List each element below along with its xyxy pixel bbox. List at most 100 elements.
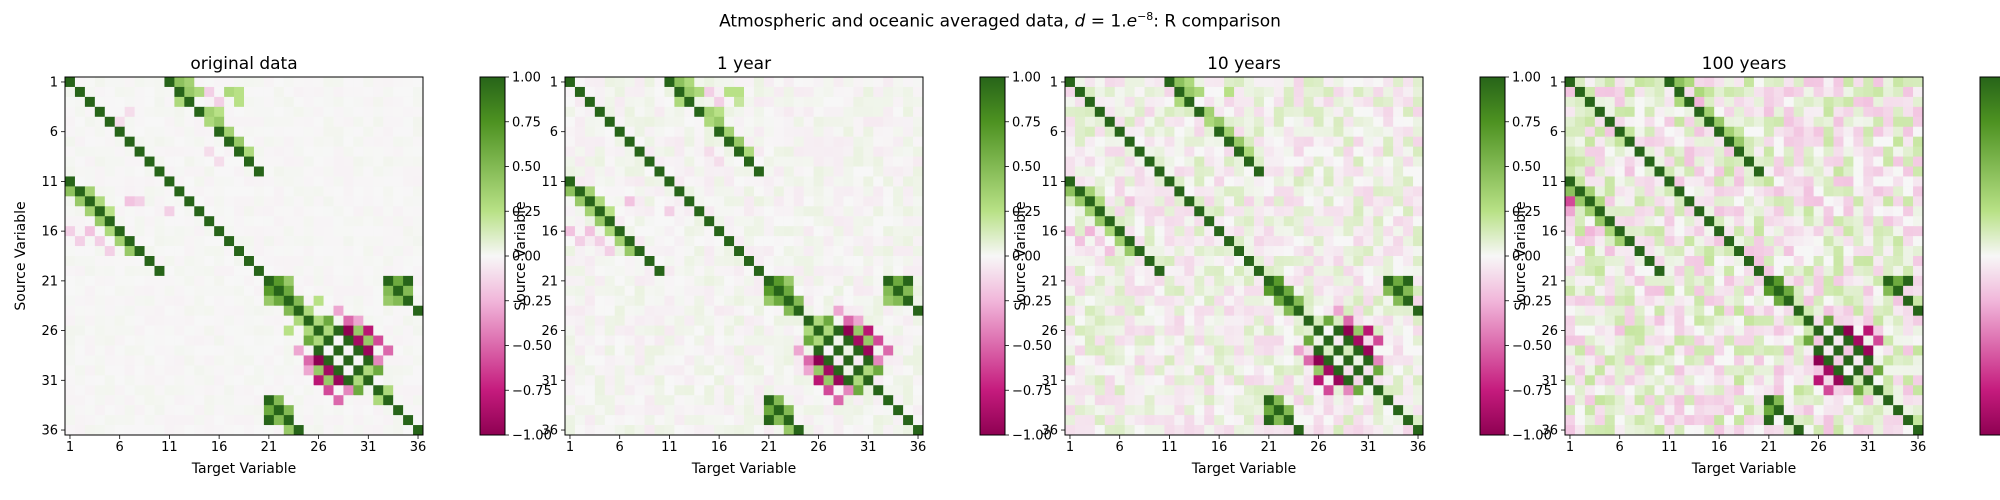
heatmap-cell [1074, 156, 1086, 167]
heatmap-cell [773, 166, 785, 177]
heatmap-cell [753, 136, 765, 148]
heatmap-cell [144, 146, 155, 157]
heatmap-cell [744, 146, 755, 157]
heatmap-cell [1903, 106, 1914, 118]
heatmap-cell [1614, 196, 1626, 207]
heatmap-cell [644, 136, 655, 148]
heatmap-cell [1204, 206, 1215, 217]
heatmap-cell [724, 365, 735, 376]
heatmap-cell [1674, 236, 1685, 247]
heatmap-cell [1074, 365, 1086, 376]
heatmap-cell [1714, 96, 1725, 108]
heatmap-cell [313, 285, 324, 297]
heatmap-cell [1883, 325, 1894, 336]
heatmap-cell [363, 315, 374, 327]
heatmap-cell [393, 385, 404, 396]
heatmap-cell [383, 186, 394, 197]
heatmap-cell [1373, 325, 1384, 336]
heatmap-cell [164, 295, 175, 307]
heatmap-cell [383, 295, 394, 307]
heatmap-cell [1204, 265, 1215, 277]
heatmap-cell [413, 216, 424, 227]
heatmap-cell [634, 86, 645, 98]
heatmap-cell [1214, 256, 1225, 267]
heatmap-cell [303, 206, 315, 217]
heatmap-cell [674, 156, 685, 167]
heatmap-cell [1313, 86, 1324, 98]
heatmap-cell [744, 325, 755, 336]
heatmap-cell [823, 415, 834, 426]
heatmap-cell [1104, 275, 1116, 287]
heatmap-cell [234, 86, 245, 98]
heatmap-cell [1184, 77, 1195, 88]
heatmap-cell [893, 405, 904, 416]
heatmap-cell [654, 236, 665, 247]
heatmap-cell [1253, 305, 1265, 317]
heatmap-cell [1293, 375, 1305, 386]
heatmap-cell [1724, 295, 1735, 307]
heatmap-cell [94, 275, 106, 287]
heatmap-cell [1893, 176, 1904, 187]
heatmap-cell [1724, 256, 1735, 267]
heatmap-cell [714, 166, 725, 177]
heatmap-cell [724, 236, 735, 247]
heatmap-cell [803, 265, 815, 277]
heatmap-cell [1114, 176, 1126, 187]
heatmap-cell [1134, 345, 1145, 356]
heatmap-cell [283, 146, 295, 157]
heatmap-cell [1244, 285, 1255, 297]
heatmap-cell [1114, 256, 1126, 267]
heatmap-cell [1684, 156, 1695, 167]
heatmap-cell [1204, 256, 1215, 267]
heatmap-cell [283, 216, 295, 227]
heatmap-cell [1393, 146, 1404, 157]
heatmap-cell [783, 226, 795, 237]
heatmap-cell [1833, 196, 1844, 207]
heatmap-cell [65, 126, 76, 138]
heatmap-cell [1144, 146, 1155, 157]
heatmap-cell [313, 86, 324, 98]
heatmap-cell [803, 395, 815, 406]
heatmap-cell [1913, 265, 1924, 277]
heatmap-cell [104, 355, 116, 366]
heatmap-cell [234, 275, 245, 287]
heatmap-cell [1783, 315, 1795, 327]
heatmap-cell [1244, 345, 1255, 356]
heatmap-cell [1763, 176, 1775, 187]
heatmap-cell [714, 226, 725, 237]
heatmap-cell [1704, 275, 1715, 287]
heatmap-cell [1913, 166, 1924, 177]
heatmap-cell [333, 315, 344, 327]
heatmap-cell [893, 305, 904, 317]
heatmap-cell [144, 425, 155, 436]
heatmap-cell [565, 156, 576, 167]
heatmap-cell [333, 385, 344, 396]
heatmap-cell [1174, 355, 1185, 366]
heatmap-cell [1144, 236, 1155, 247]
heatmap-cell [833, 186, 844, 197]
heatmap-cell [1624, 166, 1636, 177]
heatmap-cell [714, 265, 725, 277]
heatmap-cell [763, 285, 775, 297]
heatmap-cell [793, 425, 805, 436]
heatmap-cell [1343, 265, 1354, 277]
heatmap-cell [1883, 305, 1894, 317]
heatmap-cell [1853, 186, 1864, 197]
heatmap-cell [1783, 206, 1795, 217]
heatmap-cell [323, 186, 334, 197]
heatmap-cell [403, 136, 414, 148]
heatmap-cell [94, 156, 106, 167]
heatmap-cell [614, 345, 626, 356]
heatmap-cell [1353, 96, 1364, 108]
heatmap-cell [694, 395, 705, 406]
heatmap-cell [704, 106, 715, 118]
heatmap-cell [174, 126, 185, 138]
heatmap-cell [154, 116, 165, 128]
heatmap-cell [393, 415, 404, 426]
heatmap-cell [1214, 295, 1225, 307]
heatmap-cell [363, 226, 374, 237]
heatmap-cell [1744, 156, 1755, 167]
heatmap-cell [1753, 136, 1765, 148]
heatmap-cell [1323, 295, 1334, 307]
heatmap-cell [644, 365, 655, 376]
